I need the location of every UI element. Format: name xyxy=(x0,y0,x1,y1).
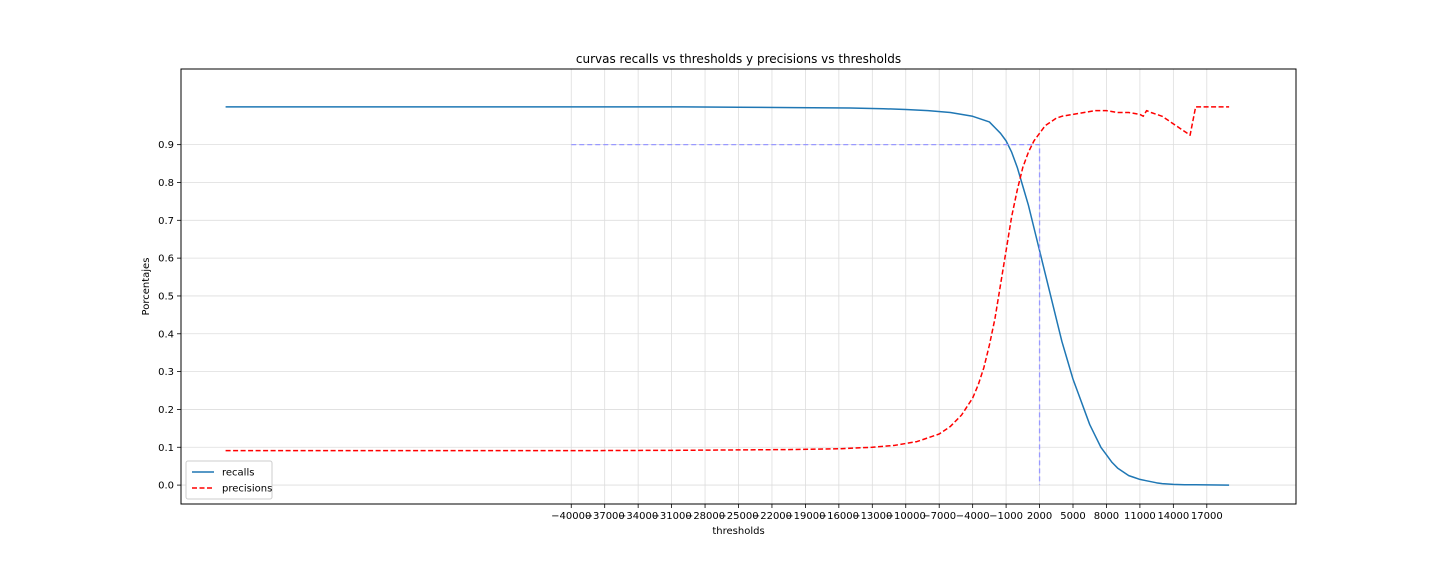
y-tick-label: 0.8 xyxy=(158,178,174,189)
y-tick-label: 0.1 xyxy=(158,443,174,454)
y-tick-label: 0.2 xyxy=(158,405,174,416)
x-tick-label: 14000 xyxy=(1157,511,1189,522)
chart-title: curvas recalls vs thresholds y precision… xyxy=(576,52,901,66)
x-axis-label: thresholds xyxy=(712,526,764,537)
y-tick-label: 0.3 xyxy=(158,367,174,378)
x-tick-label: 17000 xyxy=(1191,511,1223,522)
y-axis: 0.0 0.1 0.2 0.3 0.4 0.5 0.6 0.7 0.8 0.9 xyxy=(158,140,181,492)
x-axis: −40000−37000−34000−31000−28000−25000−220… xyxy=(551,504,1223,522)
x-tick-label: 5000 xyxy=(1060,511,1085,522)
x-tick-label: −13000 xyxy=(852,511,892,522)
y-tick-label: 0.6 xyxy=(158,254,174,265)
series-precisions xyxy=(225,106,1230,452)
series-recalls xyxy=(225,106,1230,486)
legend: recalls precisions xyxy=(185,460,273,500)
x-tick-label: −37000 xyxy=(585,511,625,522)
x-tick-label: −16000 xyxy=(819,511,859,522)
x-tick-label: −10000 xyxy=(886,511,926,522)
x-tick-label: 2000 xyxy=(1027,511,1052,522)
y-tick-label: 0.4 xyxy=(158,329,174,340)
x-tick-label: −7000 xyxy=(922,511,956,522)
y-axis-label: Porcentajes xyxy=(141,258,152,316)
y-tick-label: 0.9 xyxy=(158,140,174,151)
threshold-marker-line xyxy=(571,144,1041,486)
x-tick-label: −40000 xyxy=(551,511,591,522)
x-tick-label: −1000 xyxy=(989,511,1023,522)
y-tick-label: 0.7 xyxy=(158,216,174,227)
x-tick-label: −28000 xyxy=(685,511,725,522)
legend-box xyxy=(185,460,273,500)
x-tick-label: −22000 xyxy=(752,511,792,522)
x-tick-label: −34000 xyxy=(618,511,658,522)
y-tick-label: 0.5 xyxy=(158,291,174,302)
x-tick-label: −25000 xyxy=(718,511,758,522)
x-tick-label: −4000 xyxy=(956,511,990,522)
x-tick-label: −31000 xyxy=(651,511,691,522)
legend-label-recalls: recalls xyxy=(222,468,254,479)
y-tick-label: 0.0 xyxy=(158,481,174,492)
grid xyxy=(181,69,1296,504)
x-tick-label: −19000 xyxy=(785,511,825,522)
x-tick-label: 11000 xyxy=(1124,511,1156,522)
x-tick-label: 8000 xyxy=(1094,511,1119,522)
series-layer xyxy=(225,106,1230,486)
legend-label-precisions: precisions xyxy=(222,484,272,495)
